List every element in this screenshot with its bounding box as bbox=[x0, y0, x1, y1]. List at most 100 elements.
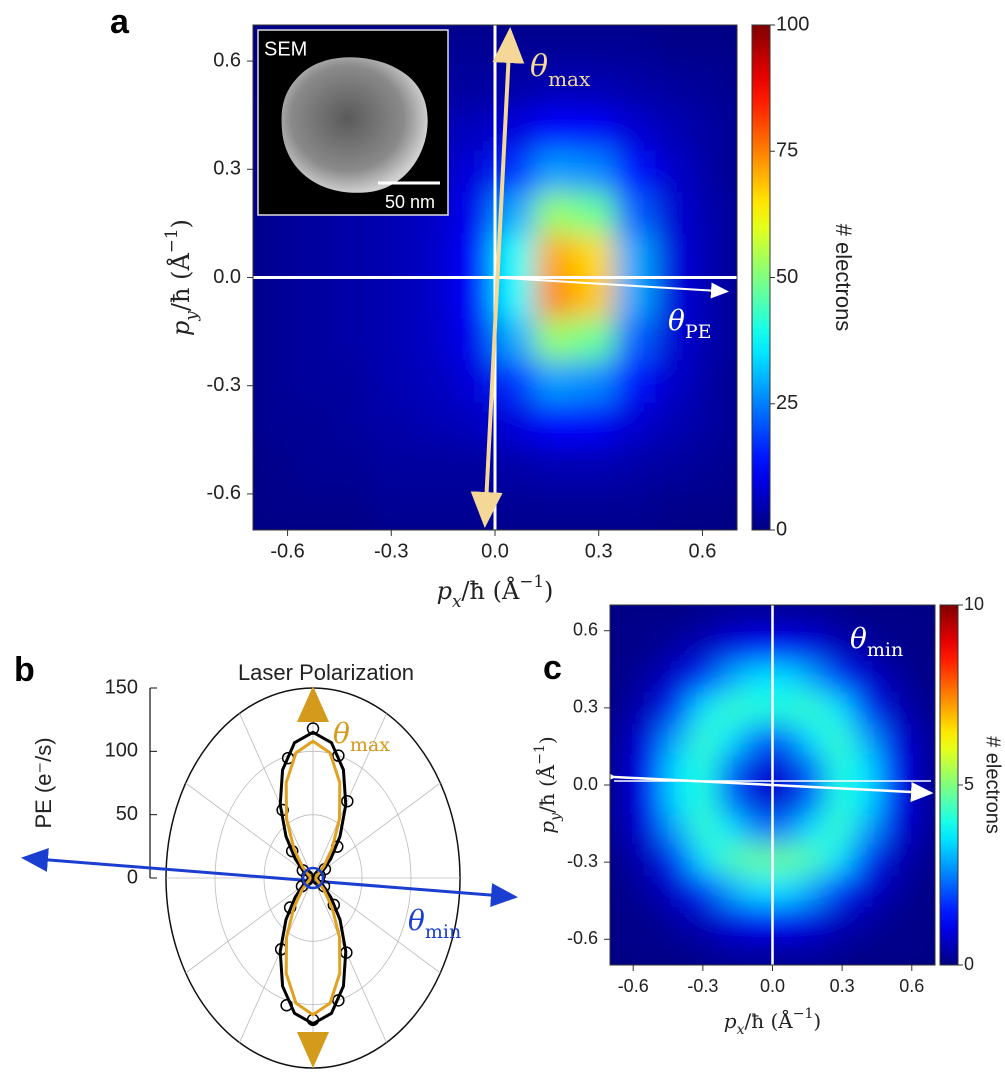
heatmap-cell bbox=[695, 25, 737, 69]
heatmap-cell bbox=[574, 150, 617, 195]
heatmap-cell bbox=[690, 874, 720, 906]
x-tick-label: 0.3 bbox=[585, 540, 613, 562]
panel-label: a bbox=[110, 3, 130, 41]
heatmap-cell bbox=[798, 634, 828, 666]
heatmap-cell bbox=[494, 276, 537, 321]
heatmap-cell bbox=[610, 874, 639, 906]
heatmap-cell bbox=[879, 664, 909, 696]
y-axis-label-part: −1 bbox=[161, 228, 181, 253]
heatmap-cell bbox=[695, 192, 737, 237]
y-tick-label: 0.3 bbox=[573, 697, 598, 717]
colorbar-tick-label: 0 bbox=[964, 954, 974, 974]
heatmap-cell bbox=[695, 66, 737, 111]
heatmap-cell bbox=[373, 486, 416, 530]
heatmap-cell bbox=[332, 360, 375, 405]
heatmap-cell bbox=[690, 664, 720, 696]
heatmap-cell bbox=[744, 904, 774, 936]
heatmap-cell bbox=[574, 108, 617, 153]
x-axis-label-part: /ħ (Å bbox=[461, 576, 520, 605]
heatmap-cell bbox=[292, 402, 335, 447]
heatmap-cell bbox=[717, 605, 747, 636]
x-axis-label-part: ) bbox=[544, 577, 553, 605]
colorbar bbox=[751, 24, 771, 531]
heatmap-cell bbox=[494, 360, 537, 405]
annotation-part: θ bbox=[668, 304, 685, 337]
x-tick-label: 0.0 bbox=[481, 540, 509, 562]
heatmap-cell bbox=[534, 402, 577, 447]
heatmap-cell bbox=[906, 784, 935, 816]
y-axis-label-part: /ħ (Å bbox=[166, 253, 195, 312]
colorbar-tick-label: 10 bbox=[964, 594, 984, 614]
heatmap-cell bbox=[373, 402, 416, 447]
heatmap-cell bbox=[636, 814, 666, 846]
heatmap-cell bbox=[534, 444, 577, 489]
heatmap-cell bbox=[636, 784, 666, 816]
heatmap-cell bbox=[663, 844, 693, 876]
min-arrow bbox=[593, 766, 934, 802]
heatmap-cell bbox=[663, 934, 693, 965]
heatmap-cell bbox=[879, 724, 909, 756]
scale-bar-label: 50 nm bbox=[385, 192, 435, 212]
heatmap-cell bbox=[615, 486, 658, 530]
x-tick-label: -0.6 bbox=[270, 540, 304, 562]
heatmap-cell bbox=[690, 904, 720, 936]
heatmap-cell bbox=[655, 25, 698, 69]
heatmap-cell bbox=[690, 814, 720, 846]
heatmap-cell bbox=[852, 605, 882, 636]
x-axis-label-part: ) bbox=[813, 1009, 821, 1033]
heatmap-cell bbox=[879, 784, 909, 816]
y-tick-label: 0.6 bbox=[573, 619, 598, 639]
panel-label: b bbox=[14, 651, 35, 689]
heatmap-cell bbox=[615, 108, 658, 153]
x-tick-label: -0.3 bbox=[374, 540, 408, 562]
heatmap-cell bbox=[332, 402, 375, 447]
annotation: θmin bbox=[408, 904, 461, 944]
heatmap-cell bbox=[494, 444, 537, 489]
heatmap-cell bbox=[825, 934, 855, 965]
heatmap-cell bbox=[906, 634, 935, 666]
heatmap-cell bbox=[771, 724, 801, 756]
heatmap-cell bbox=[798, 904, 828, 936]
heatmap-cell bbox=[332, 318, 375, 363]
heatmap-cell bbox=[906, 664, 935, 696]
heatmap-cell bbox=[798, 934, 828, 965]
heatmap-cell bbox=[534, 150, 577, 195]
heatmap-cell bbox=[253, 444, 295, 489]
heatmap-cell bbox=[655, 234, 698, 279]
heatmap-cell bbox=[574, 402, 617, 447]
heatmap-cell bbox=[574, 192, 617, 237]
heatmap-cell bbox=[453, 150, 496, 195]
heatmap-cell bbox=[494, 402, 537, 447]
x-axis-label-part: p bbox=[724, 1009, 737, 1033]
heatmap-cell bbox=[332, 234, 375, 279]
heatmap-cell bbox=[413, 486, 456, 530]
heatmap-cell bbox=[825, 634, 855, 666]
heatmap-cell bbox=[744, 724, 774, 756]
heatmap-cell bbox=[744, 874, 774, 906]
heatmap-cell bbox=[663, 784, 693, 816]
heatmap-cell bbox=[453, 25, 496, 69]
heatmap-cell bbox=[852, 634, 882, 666]
heatmap-cell bbox=[852, 904, 882, 936]
heatmap-cell bbox=[636, 664, 666, 696]
heatmap-cell bbox=[798, 874, 828, 906]
heatmap-cell bbox=[690, 694, 720, 726]
heatmap-cell bbox=[852, 694, 882, 726]
heatmap-cell bbox=[615, 444, 658, 489]
fit-curve bbox=[278, 730, 348, 1026]
heatmap-cell bbox=[453, 234, 496, 279]
heatmap-cell bbox=[695, 276, 737, 321]
heatmap-cell bbox=[610, 724, 639, 756]
heatmap-cell bbox=[615, 276, 658, 321]
heatmap-cell bbox=[906, 724, 935, 756]
heatmap-cell bbox=[825, 904, 855, 936]
heatmap-cell bbox=[610, 605, 639, 636]
heatmap-cell bbox=[695, 150, 737, 195]
heatmap-cell bbox=[610, 664, 639, 696]
x-tick-label: -0.3 bbox=[687, 976, 718, 996]
heatmap-cell bbox=[771, 784, 801, 816]
heatmap-cell bbox=[695, 486, 737, 530]
heatmap-cell bbox=[798, 844, 828, 876]
